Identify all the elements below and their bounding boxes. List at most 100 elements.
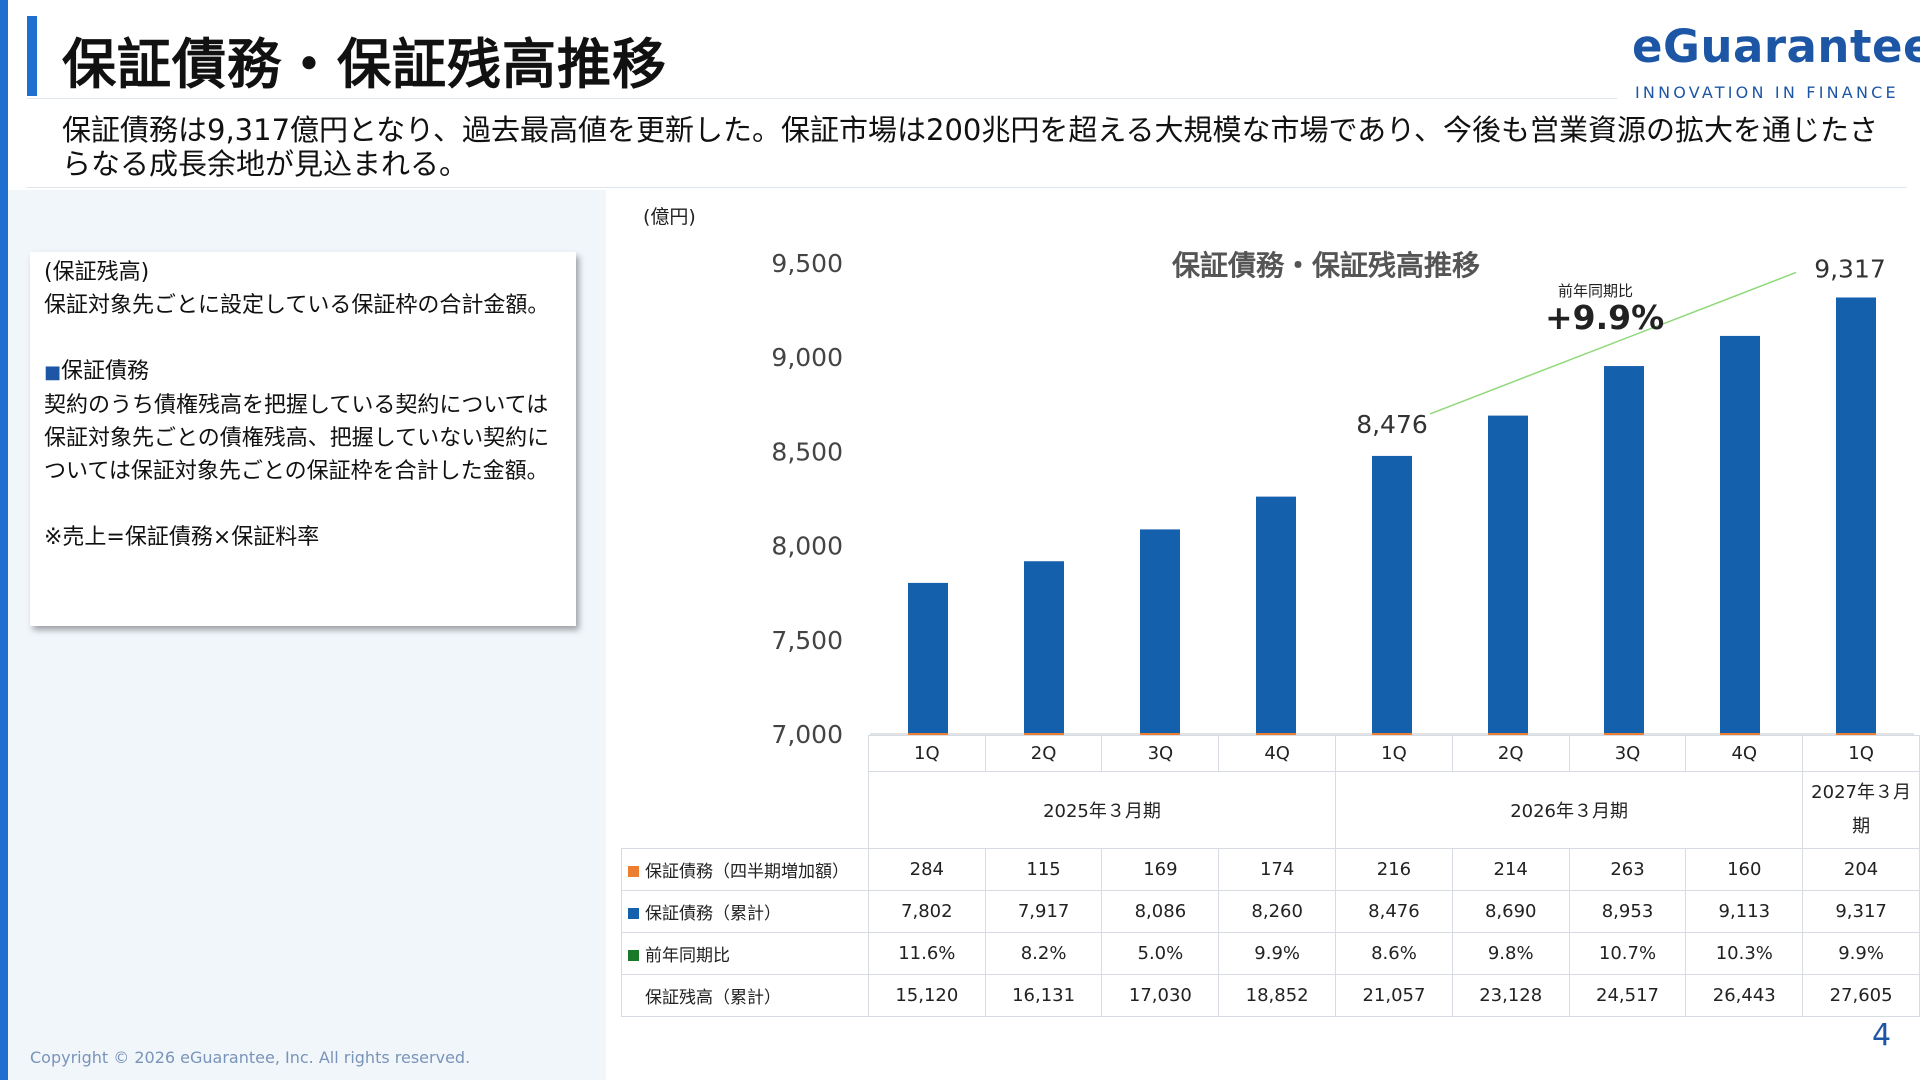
bar-cumulative <box>1720 335 1760 734</box>
table-cell: 10.3% <box>1685 932 1804 975</box>
bar-cumulative <box>1024 561 1064 734</box>
bar-cumulative <box>1836 297 1876 734</box>
data-label-end: 9,317 <box>1814 254 1886 283</box>
summary-divider <box>27 187 1907 188</box>
trend-line <box>1429 271 1797 415</box>
page-title: 保証債務・保証残高推移 <box>62 33 667 96</box>
fiscal-year-label: 2025年３月期 <box>867 771 1337 849</box>
bar-quarterly-increase <box>1372 733 1412 735</box>
summary-text: 保証債務は9,317億円となり、過去最高値を更新した。保証市場は200兆円を超え… <box>62 113 1879 181</box>
table-cell: 7,802 <box>867 890 986 933</box>
table-cell: 7,917 <box>984 890 1103 933</box>
table-cell: 26,443 <box>1685 974 1804 1017</box>
row-label: 前年同期比 <box>621 932 869 975</box>
category-label: 1Q <box>1802 735 1920 772</box>
table-cell: 16,131 <box>984 974 1103 1017</box>
legend-marker-icon <box>628 992 639 1003</box>
table-cell: 8,476 <box>1335 890 1453 933</box>
y-tick-label: 9,500 <box>771 249 843 278</box>
category-label: 4Q <box>1218 735 1337 772</box>
table-cell: 214 <box>1451 848 1570 891</box>
table-row: 前年同期比 11.6% 8.2% 5.0% 9.9% 8.6% 9.8% 10.7% 10.3%… <box>621 932 1920 975</box>
y-tick-label: 8,000 <box>771 532 843 561</box>
square-bullet-icon: ■ <box>44 362 62 383</box>
category-label: 2Q <box>1451 735 1570 772</box>
table-corner <box>621 771 869 849</box>
table-corner <box>621 735 869 772</box>
y-tick-label: 7,500 <box>771 626 843 655</box>
table-cell: 9.9% <box>1218 932 1337 975</box>
row-label: 保証債務（累計） <box>621 890 869 933</box>
chart-title: 保証債務・保証残高推移 <box>1172 249 1481 282</box>
row-label: 保証債務（四半期増加額） <box>621 848 869 891</box>
definition-heading: (保証残高) <box>44 260 150 285</box>
table-cell: 8.6% <box>1335 932 1453 975</box>
copyright: Copyright © 2026 eGuarantee, Inc. All ri… <box>30 1048 471 1067</box>
page-number: 4 <box>1872 1018 1892 1053</box>
table-cell: 115 <box>984 848 1103 891</box>
table-cell: 8,690 <box>1451 890 1570 933</box>
yoy-annotation-value: +9.9% <box>1545 298 1665 337</box>
table-cell: 10.7% <box>1568 932 1687 975</box>
title-divider <box>27 98 1617 99</box>
table-cell: 8,086 <box>1101 890 1220 933</box>
definition-note: ※売上=保証債務×保証料率 <box>44 525 320 550</box>
category-label: 2Q <box>984 735 1103 772</box>
definition-item-text: 契約のうち債権残高を把握している契約については保証対象先ごとの債権残高、把握して… <box>44 393 550 484</box>
bar-quarterly-increase <box>1256 733 1296 735</box>
category-label: 1Q <box>1335 735 1453 772</box>
bar-quarterly-increase <box>1488 733 1528 735</box>
bar-cumulative <box>1372 455 1412 734</box>
table-cell: 24,517 <box>1568 974 1687 1017</box>
table-cell: 18,852 <box>1218 974 1337 1017</box>
table-cell: 17,030 <box>1101 974 1220 1017</box>
bar-quarterly-increase <box>1720 733 1760 735</box>
bar-quarterly-increase <box>1836 733 1876 735</box>
bar-cumulative <box>1256 496 1296 734</box>
table-row: 保証債務（累計） 7,802 7,917 8,086 8,260 8,476 8,690 8,… <box>621 890 1920 933</box>
category-label: 4Q <box>1685 735 1804 772</box>
y-tick-label: 8,500 <box>771 437 843 466</box>
legend-marker-icon <box>628 908 639 919</box>
table-cell: 204 <box>1802 848 1920 891</box>
definition-item: ■保証債務 <box>44 355 562 389</box>
data-label-start: 8,476 <box>1356 410 1428 439</box>
title-accent-bar <box>27 16 37 96</box>
table-cell: 11.6% <box>867 932 986 975</box>
fiscal-year-label: 2026年３月期 <box>1335 771 1804 849</box>
yoy-annotation-label: 前年同期比 <box>1558 282 1634 300</box>
table-cell: 27,605 <box>1802 974 1920 1017</box>
table-row: 保証債務（四半期増加額） 284 115 169 174 216 214 263 160 204 <box>621 848 1920 891</box>
definition-item-title: 保証債務 <box>61 359 150 384</box>
table-cell: 160 <box>1685 848 1804 891</box>
table-cell: 5.0% <box>1101 932 1220 975</box>
legend-marker-icon <box>628 866 639 877</box>
table-cell: 15,120 <box>867 974 986 1017</box>
table-cell: 9.8% <box>1451 932 1570 975</box>
left-accent-band <box>0 0 8 1080</box>
bar-quarterly-increase <box>1604 733 1644 735</box>
bar-quarterly-increase <box>1024 733 1064 735</box>
table-cell: 169 <box>1101 848 1220 891</box>
table-cell: 21,057 <box>1335 974 1453 1017</box>
table-cell: 263 <box>1568 848 1687 891</box>
category-label: 3Q <box>1568 735 1687 772</box>
legend-marker-icon <box>628 950 639 961</box>
table-cell: 216 <box>1335 848 1453 891</box>
bar-quarterly-increase <box>908 733 948 735</box>
company-logo-tagline: INNOVATION IN FINANCE <box>1635 83 1899 102</box>
table-cell: 284 <box>867 848 986 891</box>
table-cell: 8,953 <box>1568 890 1687 933</box>
bar-cumulative <box>1604 366 1644 734</box>
y-tick-label: 9,000 <box>771 343 843 372</box>
definition-heading-text: 保証対象先ごとに設定している保証枠の合計金額。 <box>44 293 550 318</box>
bar-cumulative <box>1140 529 1180 734</box>
table-row: 保証残高（累計） 15,120 16,131 17,030 18,852 21,057 23… <box>621 974 1920 1017</box>
table-cell: 9,113 <box>1685 890 1804 933</box>
bar-cumulative <box>1488 415 1528 734</box>
bar-quarterly-increase <box>1140 733 1180 735</box>
table-cell: 8,260 <box>1218 890 1337 933</box>
company-logo: eGuarantee <box>1632 20 1920 73</box>
category-label: 3Q <box>1101 735 1220 772</box>
category-label: 1Q <box>867 735 986 772</box>
